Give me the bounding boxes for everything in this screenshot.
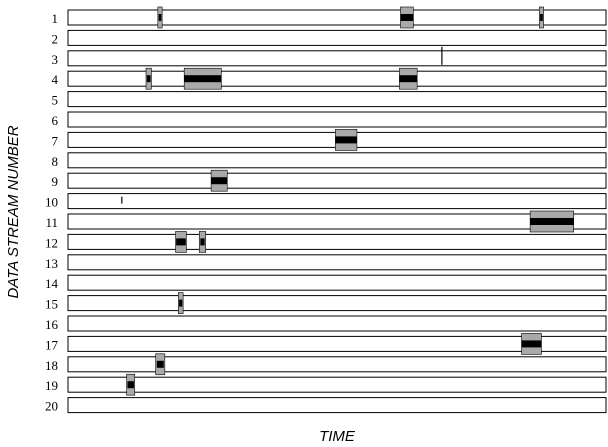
stream-bar-2 <box>67 29 607 46</box>
stream-bar-19 <box>67 376 607 393</box>
stream-label-12: 12 <box>45 235 58 250</box>
stream-bar-5 <box>67 91 607 108</box>
stream-label-14: 14 <box>45 276 59 291</box>
event-core-10 <box>530 218 574 225</box>
stream-label-17: 17 <box>45 337 59 352</box>
stream-bar-16 <box>67 315 607 332</box>
event-core-0 <box>158 14 162 21</box>
stream-label-19: 19 <box>45 378 58 393</box>
stream-label-9: 9 <box>52 174 59 189</box>
stream-label-1: 1 <box>52 11 59 26</box>
stream-bar-12 <box>67 233 607 250</box>
stream-events <box>121 6 575 396</box>
event-core-2 <box>540 14 543 21</box>
stream-bar-20 <box>67 397 607 414</box>
event-core-8 <box>211 177 228 185</box>
stream-label-10: 10 <box>45 195 58 210</box>
x-axis-label: TIME <box>319 428 356 445</box>
stream-label-3: 3 <box>52 52 59 67</box>
stream-label-5: 5 <box>52 93 59 108</box>
stream-label-8: 8 <box>52 154 59 169</box>
stream-bar-9 <box>67 172 607 189</box>
stream-label-15: 15 <box>45 297 58 312</box>
event-core-4 <box>146 75 151 83</box>
stream-bar-15 <box>67 295 607 312</box>
stream-bar-18 <box>67 356 607 373</box>
event-core-12 <box>200 238 205 246</box>
event-core-6 <box>399 75 418 83</box>
stream-label-6: 6 <box>52 113 59 128</box>
stream-bar-11 <box>67 213 607 230</box>
stream-label-2: 2 <box>52 31 59 46</box>
stream-label-7: 7 <box>52 133 59 148</box>
event-core-5 <box>184 75 222 83</box>
event-core-11 <box>176 238 186 246</box>
event-core-16 <box>127 381 134 389</box>
stream-bar-13 <box>67 254 607 271</box>
stream-label-18: 18 <box>45 358 58 373</box>
event-core-15 <box>156 360 164 368</box>
event-core-1 <box>400 14 414 21</box>
y-axis-label: DATA STREAM NUMBER <box>5 125 22 298</box>
stream-bar-6 <box>67 111 607 128</box>
event-core-7 <box>335 136 357 144</box>
event-core-13 <box>179 299 183 307</box>
stream-bar-14 <box>67 274 607 291</box>
stream-label-20: 20 <box>45 399 58 414</box>
stream-bar-1 <box>67 9 607 26</box>
stream-label-16: 16 <box>45 317 59 332</box>
stream-bar-3 <box>67 50 607 67</box>
stream-bar-8 <box>67 152 607 169</box>
stream-label-13: 13 <box>45 256 58 271</box>
stream-bar-17 <box>67 335 607 352</box>
stream-label-4: 4 <box>52 72 59 87</box>
event-core-14 <box>521 340 542 348</box>
stream-bar-10 <box>67 193 607 210</box>
stream-label-11: 11 <box>45 215 58 230</box>
